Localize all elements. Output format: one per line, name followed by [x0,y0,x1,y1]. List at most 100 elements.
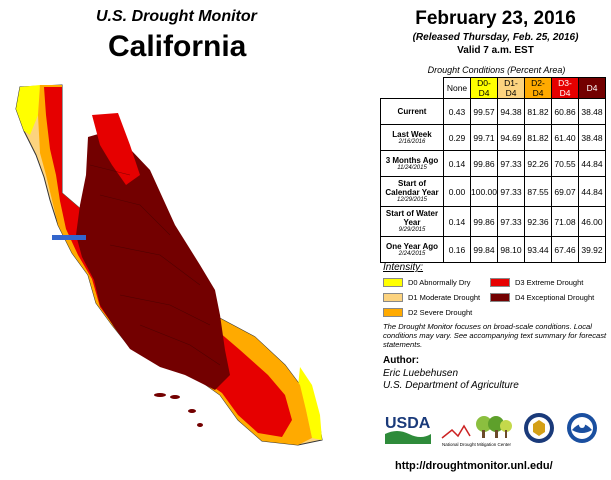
row-date: 9/29/2015 [398,227,426,233]
col-header-none: None [443,77,471,99]
intensity-title: Intensity: [383,262,424,273]
row-label: Start of Calendar Year 12/29/2015 [380,176,444,207]
noaa-logo [567,413,597,443]
map-region-d3-valley [92,113,140,185]
map-region-d3 [44,87,292,437]
table-cell: 60.86 [551,98,579,125]
monitor-title: U.S. Drought Monitor [96,8,257,25]
row-label: Start of Water Year 9/29/2015 [380,206,444,237]
usda-logo-text: USDA [385,415,431,432]
website-link[interactable]: http://droughtmonitor.unl.edu/ [395,460,553,472]
row-label-text: One Year Ago [385,241,439,251]
table-cell: 0.43 [443,98,471,125]
doc-seal [524,413,554,443]
table-cell: 100.00 [470,176,498,207]
legend-item-d1: D1 Moderate Drought [383,293,480,302]
disclaimer-note: The Drought Monitor focuses on broad-sca… [383,322,607,349]
legend-swatch-d3 [490,278,510,287]
table-cell: 94.38 [497,98,525,125]
legend-swatch-d0 [383,278,403,287]
col-header-d0-d4: D0-D4 [470,77,498,99]
table-cell: 0.16 [443,236,471,263]
table-row: 3 Months Ago 11/24/2015 0.14 99.86 97.33 92.2… [380,150,606,177]
col-header-d3-d4: D3-D4 [551,77,579,99]
legend-label-d3: D3 Extreme Drought [515,278,584,287]
row-label-text: 3 Months Ago [385,155,439,165]
table-cell: 87.55 [524,176,552,207]
table-row: Current 0.43 99.57 94.38 81.82 60.86 38.48 [380,98,606,125]
table-cell: 39.92 [578,236,606,263]
state-title: California [108,30,247,63]
table-cell: 46.00 [578,206,606,237]
table-cell: 94.69 [497,124,525,151]
table-cell: 98.10 [497,236,525,263]
row-label-text: Start of Calendar Year [385,179,439,197]
legend-label-d0: D0 Abnormally Dry [408,278,471,287]
map-region-d0-north [16,85,40,135]
table-cell: 67.46 [551,236,579,263]
table-cell: 92.26 [524,150,552,177]
table-cell: 70.55 [551,150,579,177]
author-name: Eric Luebehusen [383,368,459,379]
table-cell: 81.82 [524,98,552,125]
california-drought-map [15,84,323,446]
table-cell: 97.33 [497,150,525,177]
map-date: February 23, 2016 [415,8,576,29]
row-date: 2/16/2016 [398,138,426,145]
legend-label-d2: D2 Severe Drought [408,308,473,317]
table-caption: Drought Conditions (Percent Area) [427,65,566,75]
legend-swatch-d1 [383,293,403,302]
row-label: 3 Months Ago 11/24/2015 [380,150,444,177]
table-cell: 0.14 [443,150,471,177]
legend-item-d4: D4 Exceptional Drought [490,293,594,302]
row-label: Last Week 2/16/2016 [380,124,444,151]
table-cell: 93.44 [524,236,552,263]
table-header-row: None D0-D4 D1-D4 D2-D4 D3-D4 D4 [380,77,606,99]
ndmc-logo: National Drought Mitigation Center [441,416,512,447]
usda-logo: USDA [385,415,431,444]
table-cell: 0.00 [443,176,471,207]
table-cell: 99.71 [470,124,498,151]
row-date: 11/24/2015 [397,164,427,171]
author-organization: U.S. Department of Agriculture [383,380,519,391]
map-region-d0-southeast [298,367,322,440]
row-label-text: Last Week [392,129,432,139]
channel-islands [154,393,203,427]
table-cell: 92.36 [524,206,552,237]
legend-swatch-d2 [383,308,403,317]
row-label: Current [380,98,444,125]
table-row: One Year Ago 2/24/2015 0.16 99.84 98.10 93.44… [380,236,606,263]
table-row: Start of Calendar Year 12/29/2015 0.00 100.… [380,176,606,207]
table-corner [380,77,444,99]
row-date: 12/29/2015 [396,197,428,203]
table-cell: 99.86 [470,206,498,237]
release-date: (Released Thursday, Feb. 25, 2016) [412,32,579,43]
table-cell: 0.29 [443,124,471,151]
legend-item-d3: D3 Extreme Drought [490,278,583,287]
ndmc-logo-text: National Drought Mitigation Center [442,442,512,447]
table-row: Start of Water Year 9/29/2015 0.14 99.86 97.… [380,206,606,237]
map-region-d4 [76,130,230,390]
legend-label-d4: D4 Exceptional Drought [515,293,595,302]
table-cell: 99.57 [470,98,498,125]
table-cell: 97.33 [497,176,525,207]
table-cell: 69.07 [551,176,579,207]
table-cell: 0.14 [443,206,471,237]
table-cell: 81.82 [524,124,552,151]
legend-label-d1: D1 Moderate Drought [408,293,481,302]
table-cell: 99.86 [470,150,498,177]
county-lines [89,164,221,366]
col-header-d2-d4: D2-D4 [524,77,552,99]
table-row: Last Week 2/16/2016 0.29 99.71 94.69 81.82 61.… [380,124,606,151]
table-cell: 44.84 [578,176,606,207]
legend-item-d2: D2 Severe Drought [383,308,472,317]
table-cell: 97.33 [497,206,525,237]
valid-time: Valid 7 a.m. EST [457,45,534,56]
col-header-d1-d4: D1-D4 [497,77,525,99]
table-cell: 99.84 [470,236,498,263]
table-cell: 71.08 [551,206,579,237]
drought-conditions-table: None D0-D4 D1-D4 D2-D4 D3-D4 D4 Current 0… [380,77,606,263]
legend-item-d0: D0 Abnormally Dry [383,278,471,287]
row-label: One Year Ago 2/24/2015 [380,236,444,263]
row-date: 2/24/2015 [398,250,426,257]
